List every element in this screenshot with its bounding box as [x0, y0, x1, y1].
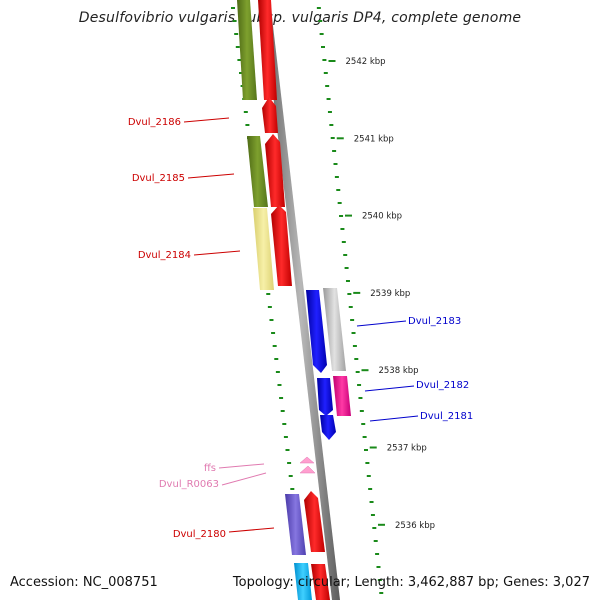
accession-text: Accession: NC_008751 [10, 575, 158, 590]
genome-backbone [262, 0, 340, 600]
feature-cds-reverse [317, 378, 333, 416]
rna-label[interactable]: ffs [204, 463, 216, 474]
feature-rna-ffs [299, 456, 315, 464]
feature-cog-grey [323, 288, 346, 371]
scale-label: 2538 kbp [378, 366, 418, 376]
feature-rna-Dvul_R0063 [299, 465, 316, 474]
feature-cds [311, 564, 330, 600]
scale-label: 2537 kbp [387, 444, 427, 454]
scale-label: 2536 kbp [395, 521, 435, 531]
feature-cds [271, 205, 292, 286]
rna-label[interactable]: Dvul_R0063 [159, 479, 219, 490]
gene-label[interactable]: Dvul_2186 [128, 117, 181, 128]
label-leaders [183, 117, 419, 533]
gene-label[interactable]: Dvul_2183 [408, 316, 461, 327]
gene-label[interactable]: Dvul_2180 [173, 529, 226, 540]
feature-cog-olive [247, 136, 268, 207]
scale-label: 2541 kbp [354, 134, 394, 144]
scale-label: 2542 kbp [346, 57, 386, 67]
feature-cog-olive [237, 0, 257, 100]
gene-label[interactable]: Dvul_2182 [416, 380, 469, 391]
feature-cds [262, 97, 278, 133]
feature-cds-reverse [320, 415, 336, 440]
map-title: Desulfovibrio vulgaris subsp. vulgaris D… [78, 10, 522, 26]
feature-cog-yellow [253, 208, 274, 290]
feature-cds [304, 491, 325, 552]
gene-label[interactable]: Dvul_2181 [420, 411, 473, 422]
feature-cog-purple [285, 494, 306, 555]
feature-cds [265, 134, 285, 207]
gc-skew-dots-right [316, 7, 384, 594]
feature-cog-cyan [294, 563, 312, 600]
feature-cds [258, 0, 277, 100]
scale-label: 2540 kbp [362, 212, 402, 222]
scale-label: 2539 kbp [370, 289, 410, 299]
feature-cds-reverse [306, 290, 327, 373]
topology-text: Topology: circular; Length: 3,462,887 bp… [232, 575, 590, 590]
feature-cog-magenta [333, 376, 351, 416]
gene-label[interactable]: Dvul_2185 [132, 173, 185, 184]
gene-label[interactable]: Dvul_2184 [138, 250, 191, 261]
